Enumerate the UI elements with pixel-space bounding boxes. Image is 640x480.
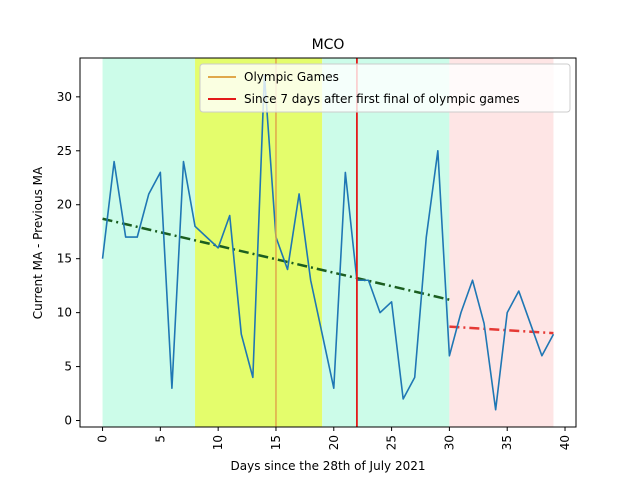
y-axis-label: Current MA - Previous MA bbox=[31, 166, 45, 319]
shaded-region-2 bbox=[322, 58, 450, 427]
shaded-region-0 bbox=[102, 58, 196, 427]
shaded-region-3 bbox=[449, 58, 554, 427]
x-tick-label: 25 bbox=[385, 435, 399, 450]
x-tick-label: 40 bbox=[558, 435, 572, 450]
y-tick-label: 5 bbox=[64, 360, 72, 374]
legend-label-1: Since 7 days after first final of olympi… bbox=[244, 92, 520, 106]
x-tick-label: 15 bbox=[269, 435, 283, 450]
x-axis-label: Days since the 28th of July 2021 bbox=[231, 459, 426, 473]
x-tick-label: 0 bbox=[96, 435, 110, 443]
trendline-1 bbox=[449, 325, 554, 335]
vertical-lines bbox=[275, 58, 358, 427]
y-tick-label: 15 bbox=[57, 252, 72, 266]
x-tick-label: 10 bbox=[211, 435, 225, 450]
x-tick-label: 5 bbox=[153, 435, 167, 443]
shaded-regions bbox=[102, 58, 554, 427]
legend-box bbox=[199, 63, 571, 113]
x-tick-label: 35 bbox=[500, 435, 514, 450]
chart-title: MCO bbox=[312, 37, 345, 53]
y-axis-ticks: 0 5 10 15 20 25 30 bbox=[57, 90, 80, 428]
x-tick-label: 20 bbox=[327, 435, 341, 450]
y-tick-label: 25 bbox=[57, 144, 72, 158]
legend-label-0: Olympic Games bbox=[244, 70, 339, 84]
series-line-0 bbox=[101, 74, 555, 411]
series-lines bbox=[101, 74, 555, 411]
y-tick-label: 30 bbox=[57, 90, 72, 104]
trendlines bbox=[102, 217, 554, 335]
plot-frame bbox=[79, 57, 577, 428]
x-tick-label: 30 bbox=[442, 435, 456, 450]
y-tick-label: 0 bbox=[64, 414, 72, 428]
y-tick-label: 10 bbox=[57, 306, 72, 320]
x-axis-ticks: 0 5 10 15 20 25 30 35 40 bbox=[96, 427, 572, 450]
y-tick-label: 20 bbox=[57, 198, 72, 212]
legend: Olympic Games Since 7 days after first fi… bbox=[199, 63, 571, 113]
